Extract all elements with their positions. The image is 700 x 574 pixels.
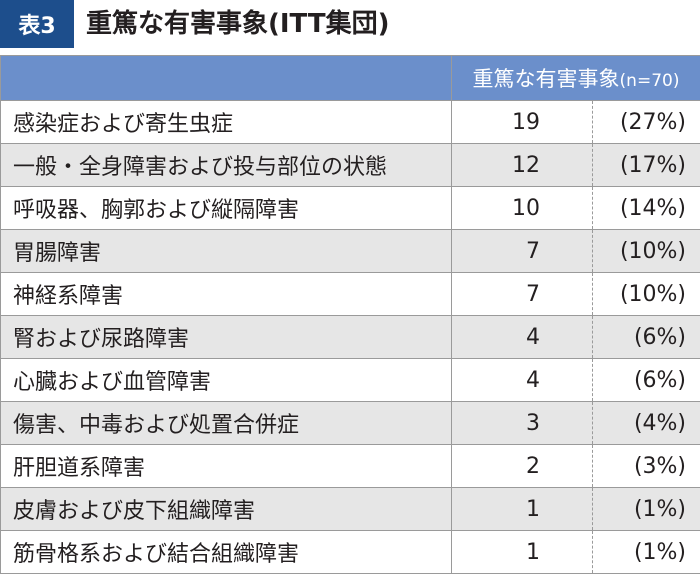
header-blank-cell [1,56,452,101]
row-category-name: 肝胆道系障害 [1,445,452,488]
row-percentage: (4%) [593,402,700,445]
row-count: 2 [452,445,593,488]
row-percentage: (27%) [593,101,700,144]
row-category-name: 傷害、中毒および処置合併症 [1,402,452,445]
row-category-name: 心臓および血管障害 [1,359,452,402]
header-events-cell: 重篤な有害事象(n=70) [452,56,700,101]
table-row: 腎および尿路障害 4 (6%) [1,316,700,359]
table-row: 皮膚および皮下組織障害 1 (1%) [1,488,700,531]
table-row: 胃腸障害 7 (10%) [1,230,700,273]
table-row: 呼吸器、胸郭および縦隔障害 10 (14%) [1,187,700,230]
header-events-label: 重篤な有害事象 [473,67,620,91]
row-category-name: 呼吸器、胸郭および縦隔障害 [1,187,452,230]
row-count: 4 [452,316,593,359]
table-row: 一般・全身障害および投与部位の状態 12 (17%) [1,144,700,187]
table-row: 筋骨格系および結合組織障害 1 (1%) [1,531,700,574]
row-percentage: (3%) [593,445,700,488]
row-percentage: (10%) [593,273,700,316]
row-percentage: (10%) [593,230,700,273]
row-count: 7 [452,230,593,273]
header-n-label: (n=70) [620,71,680,91]
table-row: 肝胆道系障害 2 (3%) [1,445,700,488]
row-category-name: 感染症および寄生虫症 [1,101,452,144]
row-category-name: 腎および尿路障害 [1,316,452,359]
table-row: 感染症および寄生虫症 19 (27%) [1,101,700,144]
row-percentage: (6%) [593,359,700,402]
row-category-name: 皮膚および皮下組織障害 [1,488,452,531]
table-number-badge: 表3 [0,0,74,48]
table-row: 神経系障害 7 (10%) [1,273,700,316]
row-percentage: (6%) [593,316,700,359]
row-percentage: (14%) [593,187,700,230]
row-count: 10 [452,187,593,230]
row-count: 19 [452,101,593,144]
row-count: 12 [452,144,593,187]
table-title-bar: 表3 重篤な有害事象(ITT集団) [0,0,700,48]
row-category-name: 胃腸障害 [1,230,452,273]
row-percentage: (17%) [593,144,700,187]
adverse-events-table: 重篤な有害事象(n=70) 感染症および寄生虫症 19 (27%) 一般・全身障… [0,55,700,574]
row-count: 4 [452,359,593,402]
row-category-name: 一般・全身障害および投与部位の状態 [1,144,452,187]
table-row: 心臓および血管障害 4 (6%) [1,359,700,402]
row-count: 1 [452,531,593,574]
row-category-name: 神経系障害 [1,273,452,316]
row-percentage: (1%) [593,488,700,531]
row-percentage: (1%) [593,531,700,574]
table-title: 重篤な有害事象(ITT集団) [86,0,390,48]
row-category-name: 筋骨格系および結合組織障害 [1,531,452,574]
table-row: 傷害、中毒および処置合併症 3 (4%) [1,402,700,445]
table-header-row: 重篤な有害事象(n=70) [1,56,700,101]
row-count: 7 [452,273,593,316]
row-count: 3 [452,402,593,445]
row-count: 1 [452,488,593,531]
